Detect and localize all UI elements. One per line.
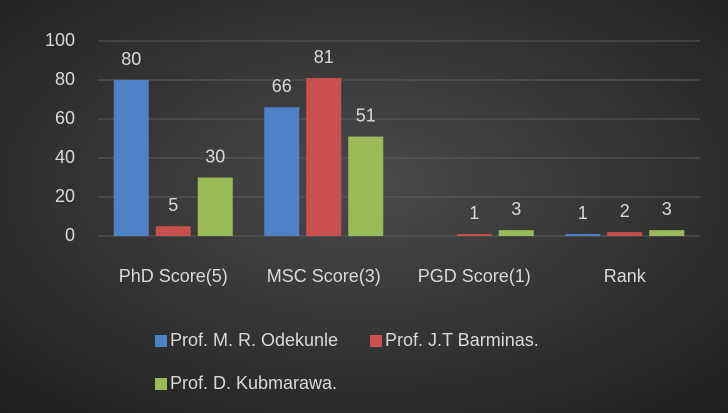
y-tick-label: 100 (45, 30, 75, 50)
bar (264, 107, 300, 236)
value-label: 1 (469, 203, 479, 223)
value-label: 1 (578, 203, 588, 223)
x-tick-label: PhD Score(5) (119, 266, 228, 286)
bar (456, 234, 492, 236)
y-tick-label: 40 (55, 147, 75, 167)
bar (348, 136, 384, 236)
value-label: 3 (662, 199, 672, 219)
bar (306, 78, 342, 236)
bar (565, 234, 601, 236)
value-label: 2 (620, 201, 630, 221)
bar (607, 232, 643, 236)
value-label: 81 (314, 47, 334, 67)
bar (197, 177, 233, 236)
bar (113, 80, 149, 236)
x-tick-label: PGD Score(1) (418, 266, 531, 286)
bar (498, 230, 534, 236)
value-label: 30 (205, 146, 225, 166)
value-label: 66 (272, 76, 292, 96)
legend-swatch (155, 378, 167, 390)
y-tick-label: 0 (65, 225, 75, 245)
value-label: 80 (121, 49, 141, 69)
value-label: 5 (168, 195, 178, 215)
bar (155, 226, 191, 236)
legend-label: Prof. D. Kubmarawa. (170, 373, 337, 393)
legend-swatch (370, 335, 382, 347)
legend-label: Prof. J.T Barminas. (385, 330, 539, 350)
x-tick-label: MSC Score(3) (267, 266, 381, 286)
y-tick-label: 60 (55, 108, 75, 128)
value-label: 3 (511, 199, 521, 219)
legend-swatch (155, 335, 167, 347)
y-tick-label: 20 (55, 186, 75, 206)
y-tick-label: 80 (55, 69, 75, 89)
x-tick-label: Rank (604, 266, 647, 286)
bar (649, 230, 685, 236)
value-label: 51 (356, 105, 376, 125)
legend-label: Prof. M. R. Odekunle (170, 330, 338, 350)
